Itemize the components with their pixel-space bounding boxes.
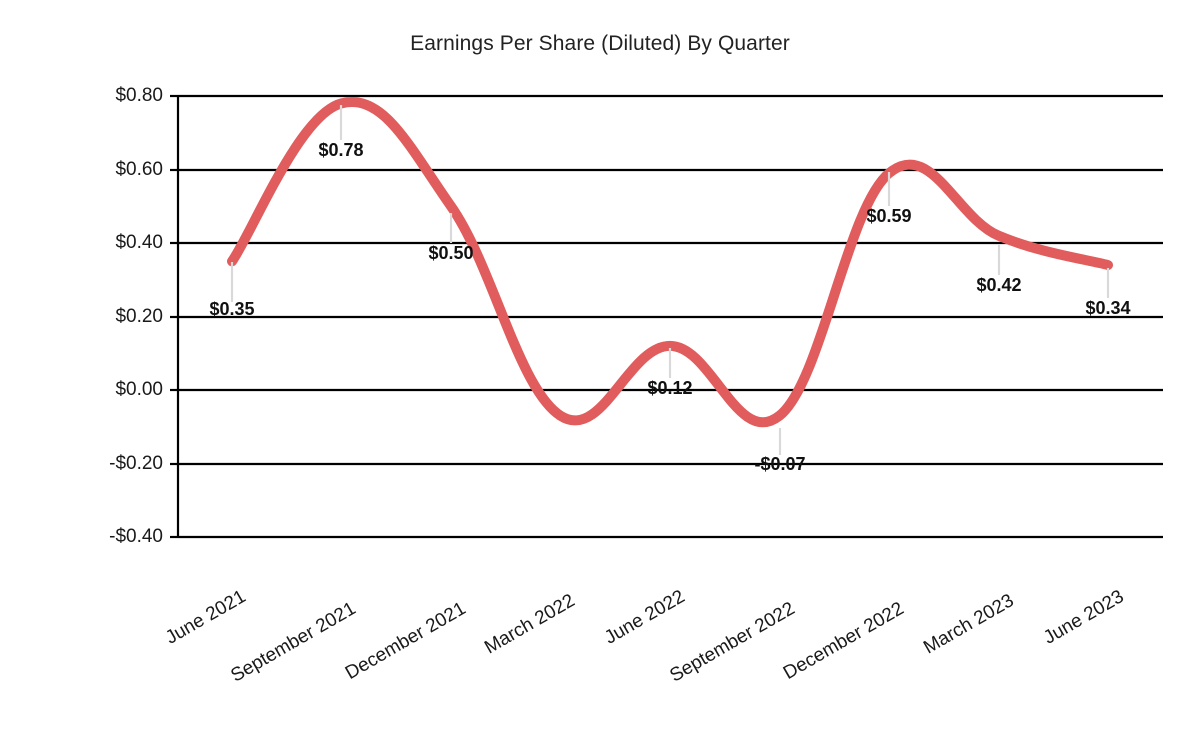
x-tick-label: March 2022 (481, 590, 578, 658)
y-tick-label: $0.60 (115, 159, 163, 180)
y-axis-tick-marks (170, 94, 178, 539)
x-tick-label: June 2023 (1040, 586, 1127, 649)
y-tick-label: $0.20 (115, 306, 163, 327)
data-point-label: $0.50 (428, 243, 473, 263)
x-tick-label: December 2021 (342, 598, 470, 684)
x-tick-label: December 2022 (780, 598, 908, 684)
x-tick-label: June 2022 (601, 586, 688, 649)
data-point-label: $0.59 (866, 206, 911, 226)
data-point-label: $0.34 (1085, 298, 1130, 318)
y-tick-label: $0.80 (115, 85, 163, 106)
x-tick-label: September 2021 (227, 598, 359, 686)
data-point-label: $0.78 (318, 140, 363, 160)
data-point-label: $0.12 (647, 378, 692, 398)
y-axis-tick-labels: $0.80 $0.60 $0.40 $0.20 $0.00 -$0.20 -$0… (109, 85, 163, 547)
data-point-label: $0.42 (976, 275, 1021, 295)
data-series-line (227, 97, 1113, 428)
x-tick-label: March 2023 (920, 590, 1017, 658)
gridlines (178, 94, 1163, 539)
data-point-label: -$0.07 (754, 454, 805, 474)
x-tick-label: June 2021 (162, 586, 249, 649)
data-point-labels: $0.35 $0.78 $0.50 $0.12 -$0.07 $0.59 $0.… (209, 140, 1130, 474)
data-point-label: $0.35 (209, 299, 254, 319)
y-tick-label: -$0.40 (109, 526, 163, 547)
y-tick-label: -$0.20 (109, 453, 163, 474)
y-tick-label: $0.00 (115, 379, 163, 400)
x-tick-label: September 2022 (666, 598, 798, 686)
data-label-leader-lines (230, 105, 1110, 455)
chart-title: Earnings Per Share (Diluted) By Quarter (410, 32, 790, 55)
x-axis-tick-labels: June 2021 September 2021 December 2021 M… (162, 586, 1127, 686)
y-tick-label: $0.40 (115, 232, 163, 253)
